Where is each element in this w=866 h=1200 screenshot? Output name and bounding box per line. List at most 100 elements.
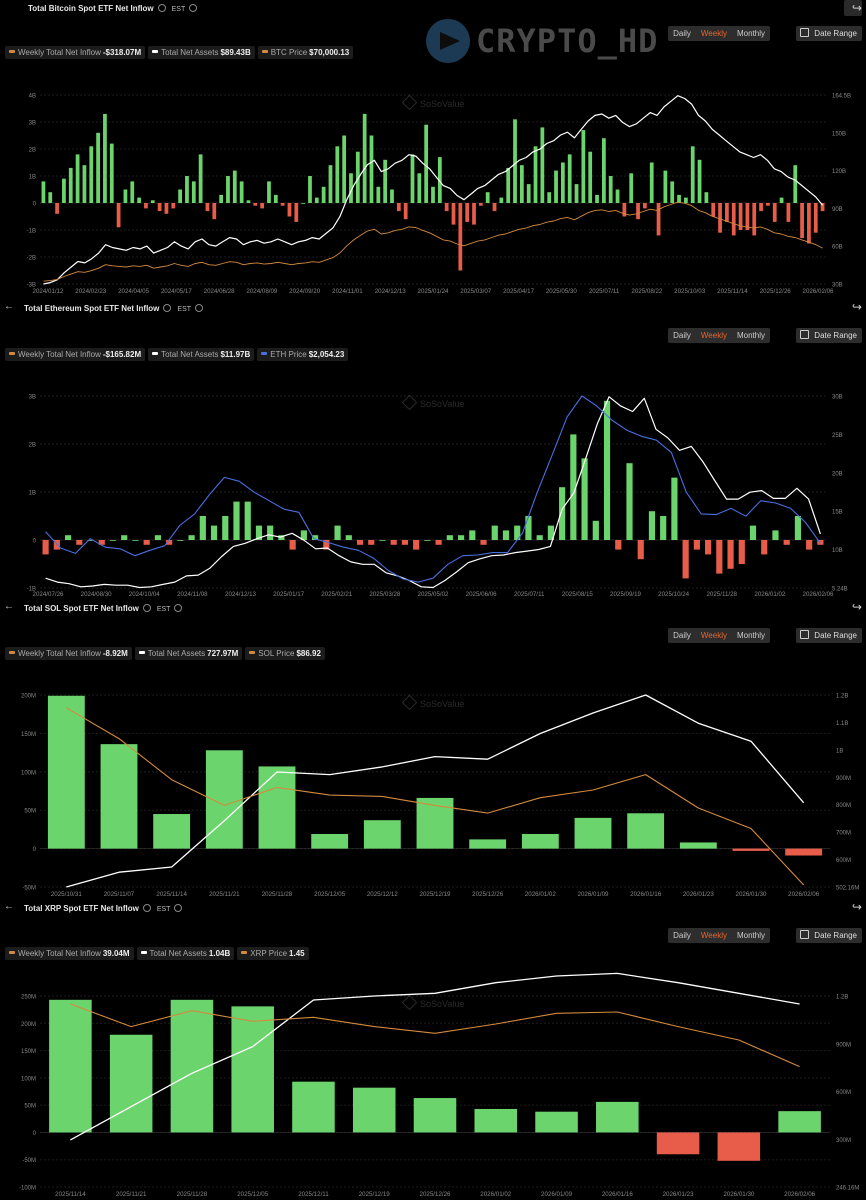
outflow-bar (435, 540, 442, 545)
chart-legend: Weekly Total Net Inflow -8.92M Total Net A… (5, 647, 325, 660)
toggle-monthly[interactable]: Monthly (736, 331, 765, 340)
outflow-bar (390, 540, 397, 545)
inflow-bar (362, 113, 367, 203)
x-tick-label: 2026/01/23 (683, 891, 715, 898)
inflow-bar (793, 165, 798, 203)
inflow-bar (231, 1006, 274, 1133)
inflow-bar (369, 135, 374, 203)
toggle-weekly[interactable]: Weekly (700, 29, 727, 38)
outflow-bar (171, 203, 176, 209)
info-icon[interactable] (157, 4, 166, 12)
x-tick-label: 2025/05/02 (418, 591, 450, 598)
x-tick-label: 2025/07/11 (514, 591, 545, 598)
legend-item[interactable]: BTC Price $70,000.13 (257, 46, 354, 59)
outflow-bar (55, 203, 59, 214)
inflow-bar (308, 176, 312, 203)
toggle-monthly[interactable]: Monthly (736, 631, 765, 640)
share-button[interactable] (844, 0, 862, 16)
interval-toggle[interactable]: Daily Weekly Monthly (668, 26, 770, 41)
inflow-bar (601, 138, 606, 203)
outflow-bar (786, 203, 791, 222)
legend-item[interactable]: Weekly Total Net Inflow -$318.07M (5, 46, 146, 59)
legend-label: Weekly Total Net Inflow (18, 48, 101, 57)
info-icon[interactable] (174, 904, 183, 912)
x-tick-label: 2026/01/09 (578, 891, 610, 898)
info-icon[interactable] (189, 4, 198, 12)
share-icon[interactable]: ↪ (851, 300, 862, 314)
legend-item[interactable]: Total Net Assets 727.97M (134, 647, 243, 660)
outflow-bar (717, 1132, 761, 1161)
date-range-button[interactable]: Date Range (796, 26, 862, 41)
toggle-daily[interactable]: Daily (673, 931, 691, 940)
legend-item[interactable]: Total Net Assets 1.04B (136, 947, 235, 960)
x-tick-label: 2025/11/14 (717, 288, 748, 295)
inflow-bar (417, 173, 422, 203)
info-icon[interactable] (142, 604, 151, 612)
inflow-bar (431, 186, 435, 203)
interval-toggle[interactable]: Daily Weekly Monthly (668, 328, 770, 343)
x-tick-label: 2024/10/04 (129, 591, 161, 598)
interval-toggle[interactable]: Daily Weekly Monthly (668, 628, 770, 643)
toggle-weekly[interactable]: Weekly (700, 331, 727, 340)
date-range-button[interactable]: Date Range (796, 628, 862, 643)
legend-item[interactable]: Weekly Total Net Inflow -8.92M (5, 647, 132, 660)
share-icon[interactable]: ↪ (851, 900, 862, 914)
x-tick-label: 2025/12/05 (237, 1191, 269, 1198)
toggle-monthly[interactable]: Monthly (736, 931, 765, 940)
toggle-weekly[interactable]: Weekly (700, 931, 727, 940)
toggle-daily[interactable]: Daily (673, 29, 691, 38)
outflow-bar (705, 540, 712, 555)
date-range-button[interactable]: Date Range (796, 328, 862, 343)
interval-toggle[interactable]: Daily Weekly Monthly (668, 928, 770, 943)
legend-value: $2,054.23 (308, 350, 345, 359)
legend-item[interactable]: ETH Price $2,054.23 (257, 348, 349, 361)
back-arrow-icon[interactable]: ← (4, 301, 14, 312)
x-tick-label: 2025/02/21 (321, 591, 353, 598)
x-tick-label: 2025/04/17 (503, 288, 535, 295)
legend-item[interactable]: Weekly Total Net Inflow 39.04M (5, 947, 134, 960)
x-tick-label: 2026/01/16 (602, 1191, 634, 1198)
info-icon[interactable] (174, 604, 183, 612)
inflow-bar (536, 535, 543, 540)
date-range-label: Date Range (814, 931, 857, 940)
legend-value: 39.04M (102, 949, 130, 958)
legend-item[interactable]: Total Net Assets $89.43B (148, 46, 255, 59)
legend-value: 1.04B (208, 949, 231, 958)
toggle-daily[interactable]: Daily (673, 631, 691, 640)
x-tick-label: 2026/01/02 (480, 1191, 512, 1198)
inflow-bar (199, 516, 206, 540)
legend-item[interactable]: Total Net Assets $11.97B (148, 348, 255, 361)
x-tick-label: 2024/08/30 (81, 591, 113, 598)
inflow-bar (416, 797, 454, 849)
outflow-bar (157, 203, 162, 212)
legend-label: Weekly Total Net Inflow (18, 350, 101, 359)
inflow-bar (311, 834, 349, 849)
crypto-hd-brand: CRYPTO_HD (426, 18, 658, 64)
date-range-button[interactable]: Date Range (796, 928, 862, 943)
outflow-bar (396, 203, 401, 212)
legend-item[interactable]: XRP Price 1.45 (237, 947, 309, 960)
inflow-bar (648, 511, 656, 540)
back-arrow-icon[interactable]: ← (4, 901, 14, 912)
legend-item[interactable]: Weekly Total Net Inflow -$165.82M (5, 348, 146, 361)
info-icon[interactable] (142, 904, 151, 912)
share-icon[interactable]: ↪ (851, 1, 862, 15)
eth-price-line (45, 395, 821, 583)
inflow-bar (109, 1034, 153, 1133)
outflow-bar (472, 203, 476, 225)
info-icon[interactable] (195, 304, 204, 312)
x-tick-label: 2025/12/19 (420, 891, 452, 898)
inflow-bar (244, 501, 251, 540)
inflow-bar (130, 181, 135, 203)
toggle-monthly[interactable]: Monthly (736, 29, 765, 38)
x-tick-label: 2026/02/06 (788, 891, 820, 898)
sosovalue-logo-icon (401, 694, 418, 711)
back-arrow-icon[interactable]: ← (4, 601, 14, 612)
toggle-daily[interactable]: Daily (673, 331, 691, 340)
info-icon[interactable] (163, 304, 172, 312)
legend-item[interactable]: SOL Price $86.92 (245, 647, 325, 660)
toggle-weekly[interactable]: Weekly (700, 631, 727, 640)
share-icon[interactable]: ↪ (851, 600, 862, 614)
legend-value: $89.43B (220, 48, 251, 57)
outflow-bar (76, 540, 83, 545)
